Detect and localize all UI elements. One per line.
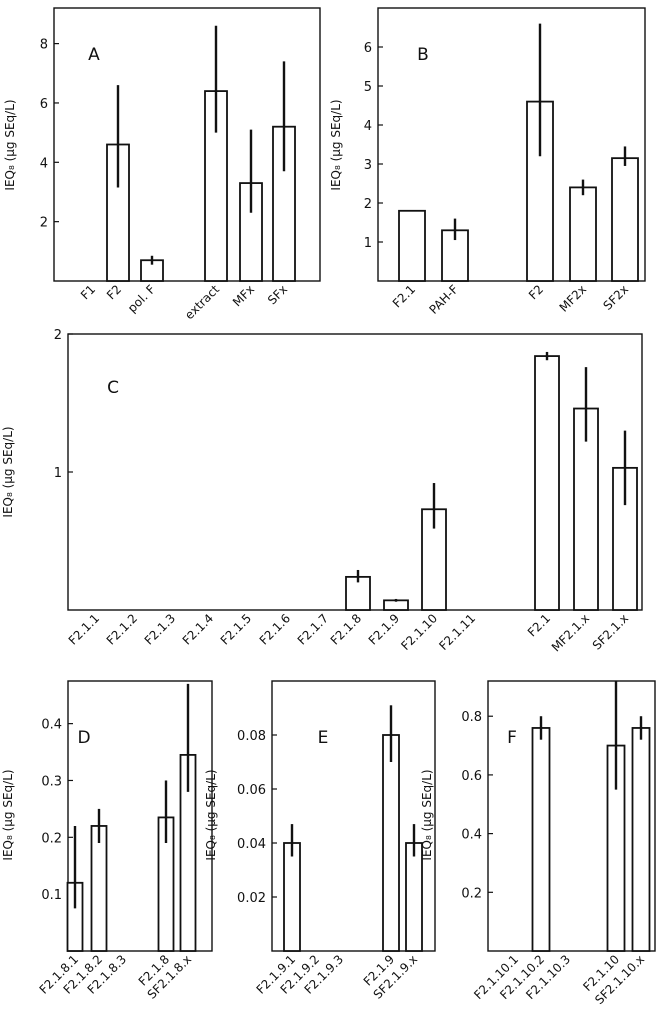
panel-b-x-tick-label: F2.1 [390, 282, 418, 310]
panel-b-y-tick-label: 1 [364, 236, 372, 251]
panel-b-frame [377, 7, 646, 282]
panel-c-x-tick-label: F2.1.1 [66, 611, 102, 647]
panel-a-letter: A [88, 45, 100, 65]
panel-f-letter: F [507, 728, 517, 748]
panel-c-x-tick-label: MF2.1.x [549, 611, 592, 654]
panel-d-frame [67, 680, 213, 952]
panel-a-y-axis-label: IEQ₈ (μg SEq/L) [3, 99, 17, 190]
panel-a-x-tick-label: F1 [78, 282, 98, 302]
panel-d-y-tick-label: 0.4 [41, 718, 62, 733]
panel-c-y-tick-label: 1 [54, 466, 62, 481]
panel-e-bar-f2-1-9 [382, 734, 400, 952]
panel-b-y-tick-label: 4 [364, 119, 372, 134]
panel-b-y-axis-label: IEQ₈ (μg SEq/L) [329, 99, 343, 190]
panel-a-x-tick-label: pol. F [125, 282, 158, 315]
panel-c-bar-mf2-1-x [573, 407, 599, 611]
panel-f-bar-f2-1-10-2 [531, 727, 551, 952]
panel-c-letter: C [107, 378, 119, 398]
panel-c-x-tick-label: F2.1.3 [142, 611, 178, 647]
panel-e-y-tick-label: 0.02 [237, 891, 266, 906]
panel-c-x-tick-label: F2.1.10 [398, 611, 440, 653]
panel-f-bar-sf2-1-10-x [631, 727, 651, 952]
panel-a-y-tick-label: 4 [40, 156, 48, 171]
panel-f-y-tick-label: 0.6 [461, 769, 482, 784]
panel-b-x-tick-label: F2 [526, 282, 546, 302]
panel-b-y-tick-label: 3 [364, 158, 372, 173]
panel-c-x-tick-label: F2.1.5 [218, 611, 254, 647]
panel-f-y-tick-label: 0.8 [461, 710, 482, 725]
panel-b-y-tick-label: 2 [364, 197, 372, 212]
panel-c-x-tick-label: F2.1.7 [295, 611, 331, 647]
panel-e-y-tick-label: 0.08 [237, 729, 266, 744]
panel-d-y-tick-label: 0.2 [41, 831, 62, 846]
panel-e-y-tick-label: 0.04 [237, 837, 266, 852]
panel-e-y-tick-label: 0.06 [237, 783, 266, 798]
panel-c-x-tick-label: F2.1.2 [104, 611, 140, 647]
panel-a-y-tick-label: 6 [40, 97, 48, 112]
panel-d-y-tick-label: 0.3 [41, 774, 62, 789]
panel-c-x-tick-label: F2.1 [525, 611, 553, 639]
panel-a-y-tick-label: 8 [40, 38, 48, 53]
panel-f-y-tick-label: 0.4 [461, 828, 482, 843]
panel-b-x-tick-label: MF2x [557, 282, 590, 315]
panel-a-x-tick-label: F2 [104, 282, 124, 302]
panel-d-bar-f2-1-8-2 [90, 825, 108, 952]
panel-e-letter: E [318, 728, 329, 748]
panel-f-y-tick-label: 0.2 [461, 886, 482, 901]
panel-b-x-tick-label: SF2x [601, 282, 632, 313]
panel-a-y-tick-label: 2 [40, 216, 48, 231]
panel-f-frame [487, 680, 656, 952]
panel-b-letter: B [417, 45, 429, 65]
panel-d-y-tick-label: 0.1 [41, 888, 62, 903]
panel-c-bar-f2-1 [534, 355, 560, 611]
panel-a-frame [53, 7, 321, 282]
panel-c-y-axis-label: IEQ₈ (μg SEq/L) [1, 426, 15, 517]
panel-b-bar-mf2x [569, 186, 597, 282]
panel-c-x-tick-label: F2.1.11 [436, 611, 478, 653]
panel-e-y-axis-label: IEQ₈ (μg SEq/L) [204, 769, 218, 860]
panel-b-bar-f2-1 [398, 209, 426, 282]
panel-c-bar-f2-1-9 [383, 599, 409, 611]
panel-c-x-tick-label: F2.1.9 [366, 611, 402, 647]
panel-c-x-tick-label: F2.1.6 [257, 611, 293, 647]
panel-a: A IEQ₈ (μg SEq/L) 2 4 6 8 F1 F2 pol. F extract MFx… [3, 7, 321, 322]
panel-a-x-tick-label: SFx [265, 282, 290, 307]
panel-a-x-tick-label: MFx [230, 282, 257, 309]
panel-a-x-tick-label: extract [182, 282, 222, 322]
panel-c-x-tick-label: F2.1.8 [328, 611, 364, 647]
panel-b-x-tick-label: PAH-F [427, 282, 462, 317]
panel-b: B IEQ₈ (μg SEq/L) 1 2 3 4 5 6 F2.1 PAH-F F2 MF2x SF2… [329, 7, 646, 317]
panel-d-letter: D [77, 728, 90, 748]
panel-c-x-tick-label: F2.1.4 [180, 611, 216, 647]
panel-b-y-tick-label: 5 [364, 80, 372, 95]
panel-f-y-axis-label: IEQ₈ (μg SEq/L) [420, 769, 434, 860]
panel-b-y-tick-label: 6 [364, 41, 372, 56]
panel-c-y-tick-label: 2 [54, 328, 62, 343]
panel-d-y-axis-label: IEQ₈ (μg SEq/L) [1, 769, 15, 860]
panel-c-x-tick-label: SF2.1.x [590, 611, 631, 652]
panel-e-bar-f2-1-9-1 [283, 842, 301, 952]
panel-b-bar-sf2x [611, 157, 639, 282]
panel-e-frame [271, 680, 436, 952]
